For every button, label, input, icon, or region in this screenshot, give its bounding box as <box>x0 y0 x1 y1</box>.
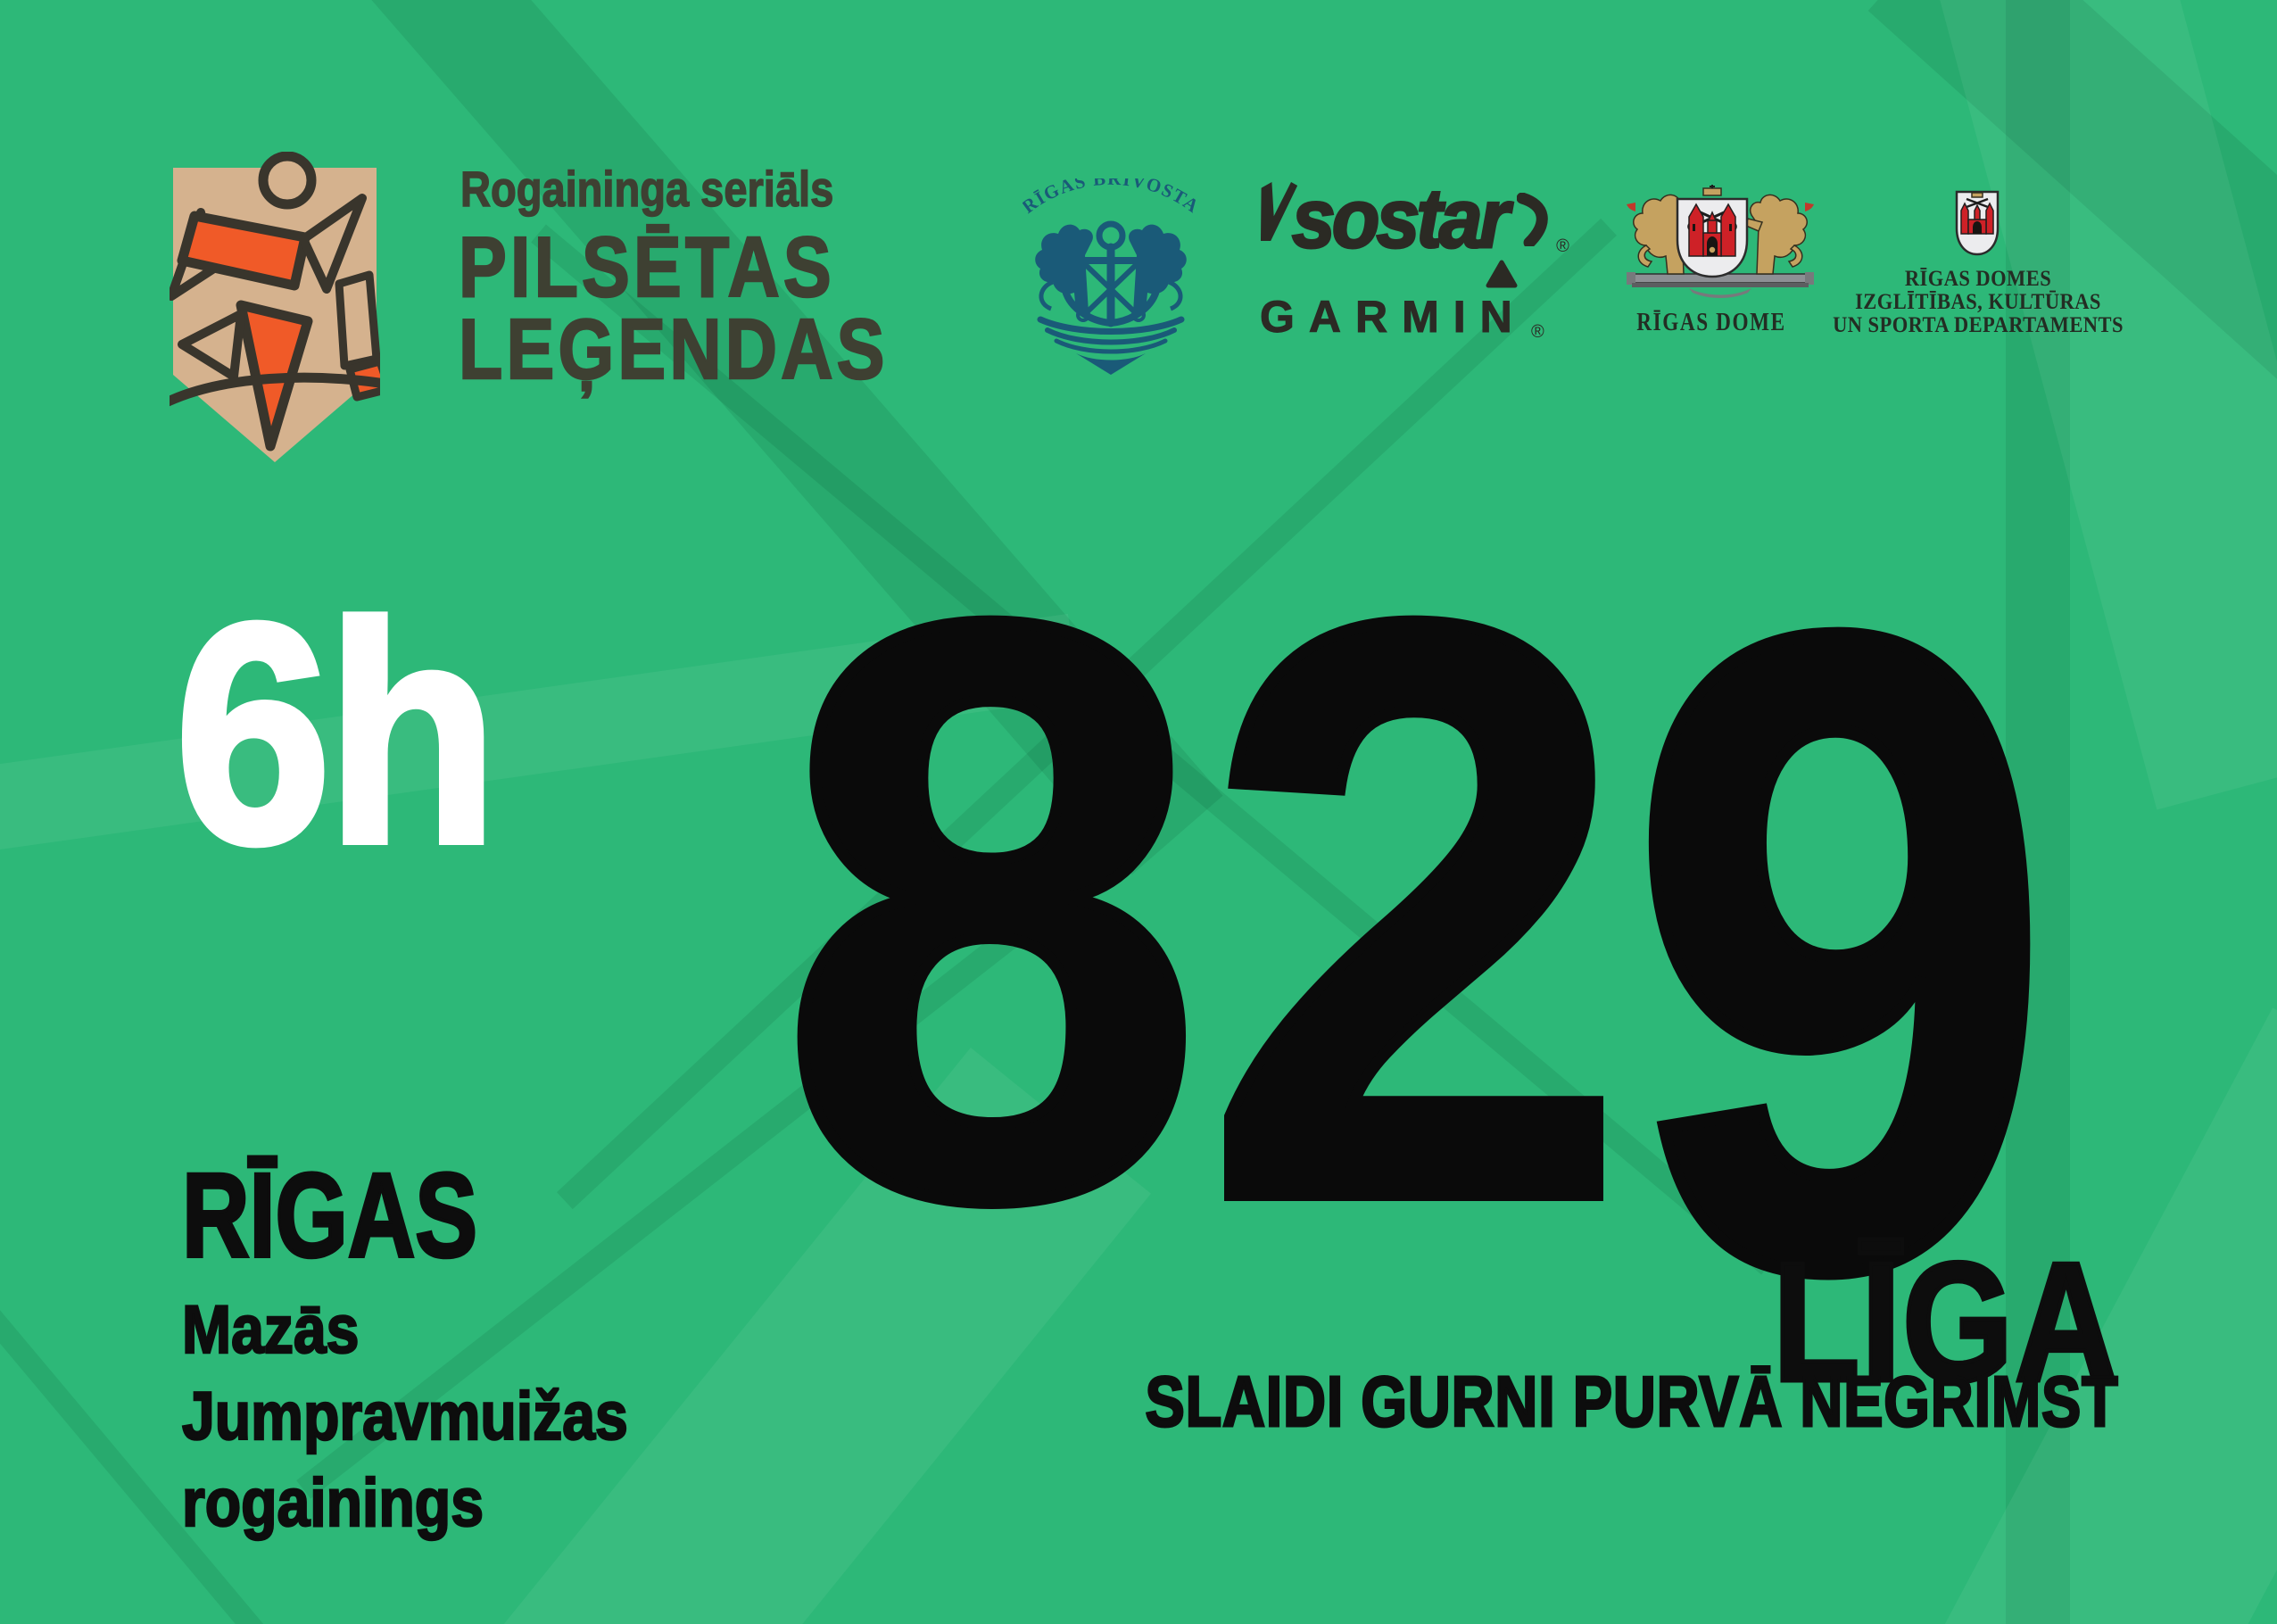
event-name-line: Mazās <box>181 1291 360 1370</box>
series-title-line1: PILSĒTAS <box>458 220 835 315</box>
department-line: UN SPORTA DEPARTAMENTS <box>1833 313 2124 337</box>
crown-icon <box>1702 187 1722 196</box>
riga-city-label: RĪGAS DOME <box>1636 308 1786 336</box>
isostar-wordmark: sostar <box>1291 171 1511 265</box>
lion-silhouette-right <box>1129 224 1187 312</box>
event-name: Mazās Jumpravmuižas rogainings <box>181 1287 629 1546</box>
event-name-line: Jumpravmuižas <box>181 1378 629 1456</box>
garmin-registered-mark: ® <box>1531 322 1544 342</box>
event-name-line: rogainings <box>181 1464 484 1543</box>
riga-freeport-logo: RĪGAS BRĪVOSTA <box>1023 178 1199 375</box>
garmin-triangle-icon <box>1486 260 1518 288</box>
lion-supporter-right <box>1745 194 1814 275</box>
duration-badge: 6h <box>171 559 501 908</box>
isostar-logo: i sostar ® <box>1256 171 1569 265</box>
series-title-line2: LEĢENDAS <box>458 302 889 397</box>
pedestal <box>1627 272 1814 298</box>
department-line: IZGLĪTĪBAS, KULTŪRAS <box>1855 290 2101 314</box>
castle-icon <box>1688 203 1736 257</box>
runner-shield-icon <box>170 152 380 462</box>
department-shield-icon <box>1955 190 2000 256</box>
runner-figure <box>170 152 380 452</box>
series-kicker: Rogaininga seriāls <box>460 161 834 217</box>
waves-icon <box>1037 316 1185 375</box>
city-shield <box>1676 185 1749 278</box>
isostar-r-hook <box>1517 193 1548 246</box>
isostar-registered-mark: ® <box>1556 236 1569 256</box>
participant-name: LĪGA <box>1771 1228 2119 1417</box>
bib-number: 829 <box>773 446 2058 1456</box>
department-label: RĪGAS DOMES IZGLĪTĪBAS, KULTŪRAS UN SPOR… <box>1817 268 2139 337</box>
isostar-i-wedge: i <box>1250 182 1298 241</box>
anchor-icon <box>1055 220 1167 327</box>
garmin-logo: GARMIN <box>1260 292 1527 342</box>
freeport-arc-text: RĪGAS BRĪVOSTA <box>1023 178 1199 218</box>
riga-city-coat-of-arms <box>1627 185 1814 298</box>
lion-silhouette-left <box>1035 224 1093 312</box>
lion-tongue <box>1627 203 1635 211</box>
event-city: RĪGAS <box>180 1149 478 1282</box>
department-line: RĪGAS DOMES <box>1904 267 2052 291</box>
team-slogan: SLAIDI GURNI PURVĀ NEGRIMST <box>1144 1362 2119 1441</box>
